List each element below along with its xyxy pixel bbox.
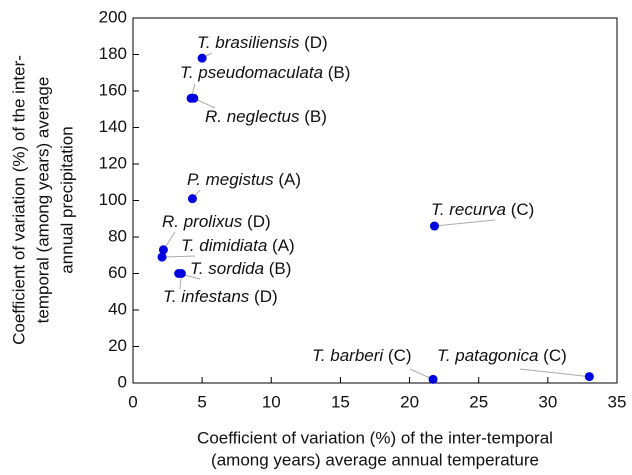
point-label: T. recurva (C) (431, 200, 534, 219)
y-tick-label: 20 (108, 336, 127, 355)
species-name: T. dimidiata (181, 236, 267, 255)
x-tick-label: 25 (469, 392, 488, 411)
point-label: T. dimidiata (A) (181, 236, 295, 255)
y-tick-label: 160 (99, 80, 127, 99)
group-label: (B) (300, 107, 327, 126)
x-tick-label: 10 (262, 392, 281, 411)
point-label: R. neglectus (B) (205, 107, 327, 126)
species-name: R. prolixus (162, 212, 243, 231)
group-label: (B) (264, 259, 291, 278)
x-tick-label: 20 (400, 392, 419, 411)
y-tick-label: 200 (99, 7, 127, 26)
y-axis-label: temporal (among years) average (33, 77, 52, 324)
x-axis-label: Coefficient of variation (%) of the inte… (197, 428, 553, 447)
species-name: T. barberi (312, 346, 384, 365)
leader-line (162, 255, 196, 258)
group-label: (D) (299, 33, 327, 52)
point (187, 194, 197, 204)
point (176, 269, 186, 278)
point (428, 374, 438, 384)
group-label: (D) (242, 212, 270, 231)
species-name: T. pseudomaculata (180, 63, 323, 82)
x-tick-label: 35 (608, 392, 627, 411)
group-label: (C) (538, 346, 566, 365)
point-label: T. patagonica (C) (437, 346, 567, 365)
group-label: (A) (274, 170, 301, 189)
x-tick-label: 15 (331, 392, 350, 411)
species-name: T. brasiliensis (197, 33, 300, 52)
y-tick-label: 140 (99, 117, 127, 136)
point-label: T. pseudomaculata (B) (180, 63, 350, 82)
point (197, 53, 207, 63)
point (157, 252, 167, 262)
y-tick-label: 100 (99, 190, 127, 209)
point (584, 372, 594, 382)
point-label: T. brasiliensis (D) (197, 33, 328, 52)
point (158, 245, 168, 255)
point-label: T. sordida (B) (190, 259, 291, 278)
species-name: R. neglectus (205, 107, 300, 126)
leader-line (519, 368, 590, 378)
group-label: (B) (323, 63, 350, 82)
species-name: T. patagonica (437, 346, 538, 365)
y-tick-label: 0 (118, 372, 127, 391)
y-axis-label: Coefficient of variation (%) of the inte… (9, 55, 28, 345)
group-label: (A) (267, 236, 294, 255)
species-name: T. recurva (431, 200, 506, 219)
y-tick-label: 40 (108, 299, 127, 318)
y-tick-label: 80 (108, 226, 127, 245)
point-label: T. barberi (C) (312, 346, 412, 365)
group-label: (C) (506, 200, 534, 219)
y-tick-label: 120 (99, 153, 127, 172)
x-tick-label: 0 (128, 392, 137, 411)
species-name: P. megistus (187, 170, 274, 189)
group-label: (C) (383, 346, 411, 365)
y-tick-label: 180 (99, 44, 127, 63)
x-tick-label: 30 (538, 392, 557, 411)
point-label: T. infestans (D) (163, 287, 278, 306)
y-axis-label: annual precipitation (57, 126, 76, 273)
x-tick-label: 5 (197, 392, 206, 411)
species-name: T. infestans (163, 287, 250, 306)
leader-line (434, 219, 496, 227)
point-label: R. prolixus (D) (162, 212, 271, 231)
y-tick-label: 60 (108, 263, 127, 282)
x-axis-label: (among years) average annual temperature (211, 450, 539, 469)
point (429, 221, 439, 231)
group-label: (D) (249, 287, 277, 306)
species-name: T. sordida (190, 259, 264, 278)
point-label: P. megistus (A) (187, 170, 301, 189)
point (189, 93, 199, 103)
